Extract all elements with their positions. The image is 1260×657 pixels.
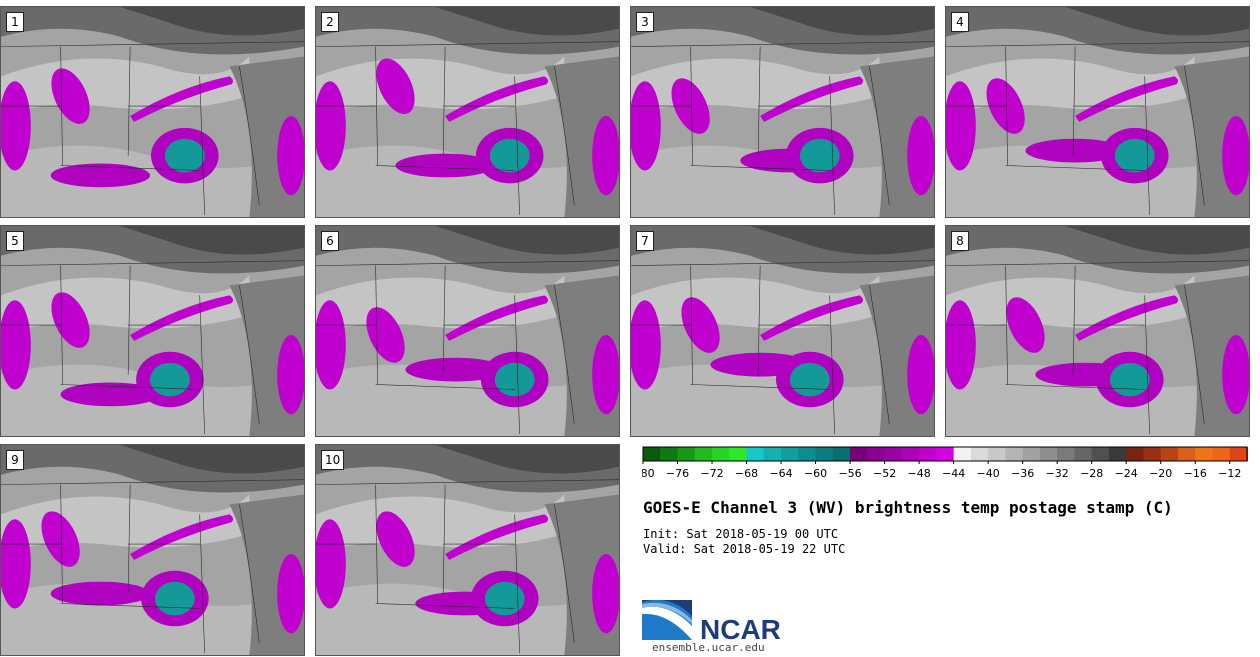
colorbar-swatch bbox=[936, 447, 955, 461]
stamp-map bbox=[946, 226, 1249, 436]
postage-stamp: 7 bbox=[630, 225, 935, 437]
colorbar-swatch bbox=[815, 447, 834, 461]
colorbar-swatch bbox=[988, 447, 1006, 461]
stamp-map bbox=[1, 445, 304, 655]
postage-stamp: 3 bbox=[630, 6, 935, 218]
member-number: 9 bbox=[6, 450, 24, 470]
colorbar-swatch bbox=[884, 447, 903, 461]
colorbar-swatch bbox=[677, 447, 696, 461]
valid-time: Valid: Sat 2018-05-19 22 UTC bbox=[643, 542, 846, 556]
colorbar-swatch bbox=[712, 447, 730, 461]
colorbar-swatch bbox=[867, 447, 886, 461]
colorbar-swatch bbox=[763, 447, 782, 461]
colorbar-swatch bbox=[1177, 447, 1196, 461]
stamp-map bbox=[946, 7, 1249, 217]
postage-stamp: 5 bbox=[0, 225, 305, 437]
colorbar-frame bbox=[642, 446, 1248, 462]
stamp-map bbox=[316, 445, 619, 655]
colorbar-swatch bbox=[729, 447, 748, 461]
stamp-map bbox=[1, 7, 304, 217]
colorbar-swatch bbox=[694, 447, 713, 461]
colorbar-swatch bbox=[1039, 447, 1058, 461]
colorbar-tick-label: −44 bbox=[942, 467, 965, 480]
colorbar-tick-label: −12 bbox=[1218, 467, 1241, 480]
colorbar-swatch bbox=[1212, 447, 1231, 461]
stamp-map bbox=[1, 226, 304, 436]
init-time: Init: Sat 2018-05-19 00 UTC bbox=[643, 527, 839, 541]
stamp-map bbox=[316, 7, 619, 217]
colorbar-swatch bbox=[901, 447, 920, 461]
colorbar-tick-label: −60 bbox=[804, 467, 827, 480]
member-number: 8 bbox=[951, 231, 969, 251]
colorbar-swatch bbox=[1143, 447, 1162, 461]
ncar-logo: NCAR ensemble.ucar.edu bbox=[642, 599, 802, 656]
colorbar-swatch bbox=[850, 447, 868, 461]
stamp-map bbox=[316, 226, 619, 436]
colorbar-swatch bbox=[1005, 447, 1024, 461]
colorbar-tick-label: −28 bbox=[1080, 467, 1103, 480]
colorbar-swatch bbox=[1022, 447, 1041, 461]
chart-title: GOES-E Channel 3 (WV) brightness temp po… bbox=[643, 498, 1173, 517]
colorbar-swatch bbox=[1091, 447, 1110, 461]
colorbar-swatch bbox=[953, 447, 972, 461]
postage-stamp: 8 bbox=[945, 225, 1250, 437]
postage-stamp: 9 bbox=[0, 444, 305, 656]
colorbar-tick-label: −76 bbox=[666, 467, 689, 480]
colorbar-swatch bbox=[919, 447, 937, 461]
colorbar-swatch bbox=[746, 447, 765, 461]
colorbar-swatch bbox=[1057, 447, 1075, 461]
colorbar-swatch bbox=[660, 447, 679, 461]
colorbar-tick-label: −56 bbox=[838, 467, 861, 480]
colorbar-tick-label: −52 bbox=[873, 467, 896, 480]
colorbar-tick-label: −36 bbox=[1011, 467, 1034, 480]
colorbar-swatch bbox=[1195, 447, 1213, 461]
member-number: 5 bbox=[6, 231, 24, 251]
colorbar-swatch bbox=[643, 447, 661, 461]
colorbar-swatch bbox=[781, 447, 799, 461]
colorbar-tick-label: −80 bbox=[642, 467, 655, 480]
member-number: 1 bbox=[6, 12, 24, 32]
postage-stamp: 10 bbox=[315, 444, 620, 656]
colorbar-tick-label: −16 bbox=[1184, 467, 1207, 480]
colorbar-tick-label: −32 bbox=[1046, 467, 1069, 480]
postage-stamp: 6 bbox=[315, 225, 620, 437]
stamp-map bbox=[631, 226, 934, 436]
colorbar-swatch bbox=[970, 447, 989, 461]
stamp-map bbox=[631, 7, 934, 217]
postage-stamp: 2 bbox=[315, 6, 620, 218]
postage-stamp: 1 bbox=[0, 6, 305, 218]
colorbar-tick-label: −72 bbox=[700, 467, 723, 480]
ncar-swoosh-icon bbox=[642, 599, 692, 640]
colorbar-tick-label: −48 bbox=[908, 467, 931, 480]
colorbar-swatch bbox=[1160, 447, 1179, 461]
colorbar-swatch bbox=[1126, 447, 1144, 461]
member-number: 3 bbox=[636, 12, 654, 32]
postage-stamp: 4 bbox=[945, 6, 1250, 218]
colorbar-swatch bbox=[1074, 447, 1093, 461]
colorbar-tick-label: −68 bbox=[735, 467, 758, 480]
colorbar-swatch bbox=[832, 447, 851, 461]
colorbar-tick-label: −24 bbox=[1115, 467, 1138, 480]
colorbar-swatch bbox=[1108, 447, 1127, 461]
colorbar-tick-label: −20 bbox=[1149, 467, 1172, 480]
member-number: 6 bbox=[321, 231, 339, 251]
member-number: 10 bbox=[321, 450, 345, 470]
colorbar: −80−76−72−68−64−60−56−52−48−44−40−36−32−… bbox=[642, 446, 1248, 480]
member-number: 4 bbox=[951, 12, 969, 32]
member-number: 2 bbox=[321, 12, 339, 32]
colorbar-tick-label: −64 bbox=[769, 467, 792, 480]
colorbar-tick-label: −40 bbox=[977, 467, 1000, 480]
colorbar-swatch bbox=[798, 447, 817, 461]
ncar-wordmark: NCAR bbox=[700, 614, 781, 645]
logo-url: ensemble.ucar.edu bbox=[652, 641, 765, 654]
colorbar-swatch bbox=[1229, 447, 1248, 461]
member-number: 7 bbox=[636, 231, 654, 251]
